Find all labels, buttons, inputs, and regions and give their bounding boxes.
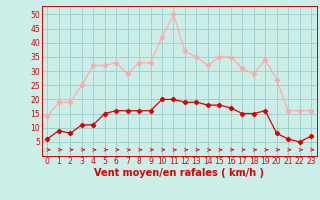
- X-axis label: Vent moyen/en rafales ( km/h ): Vent moyen/en rafales ( km/h ): [94, 168, 264, 178]
